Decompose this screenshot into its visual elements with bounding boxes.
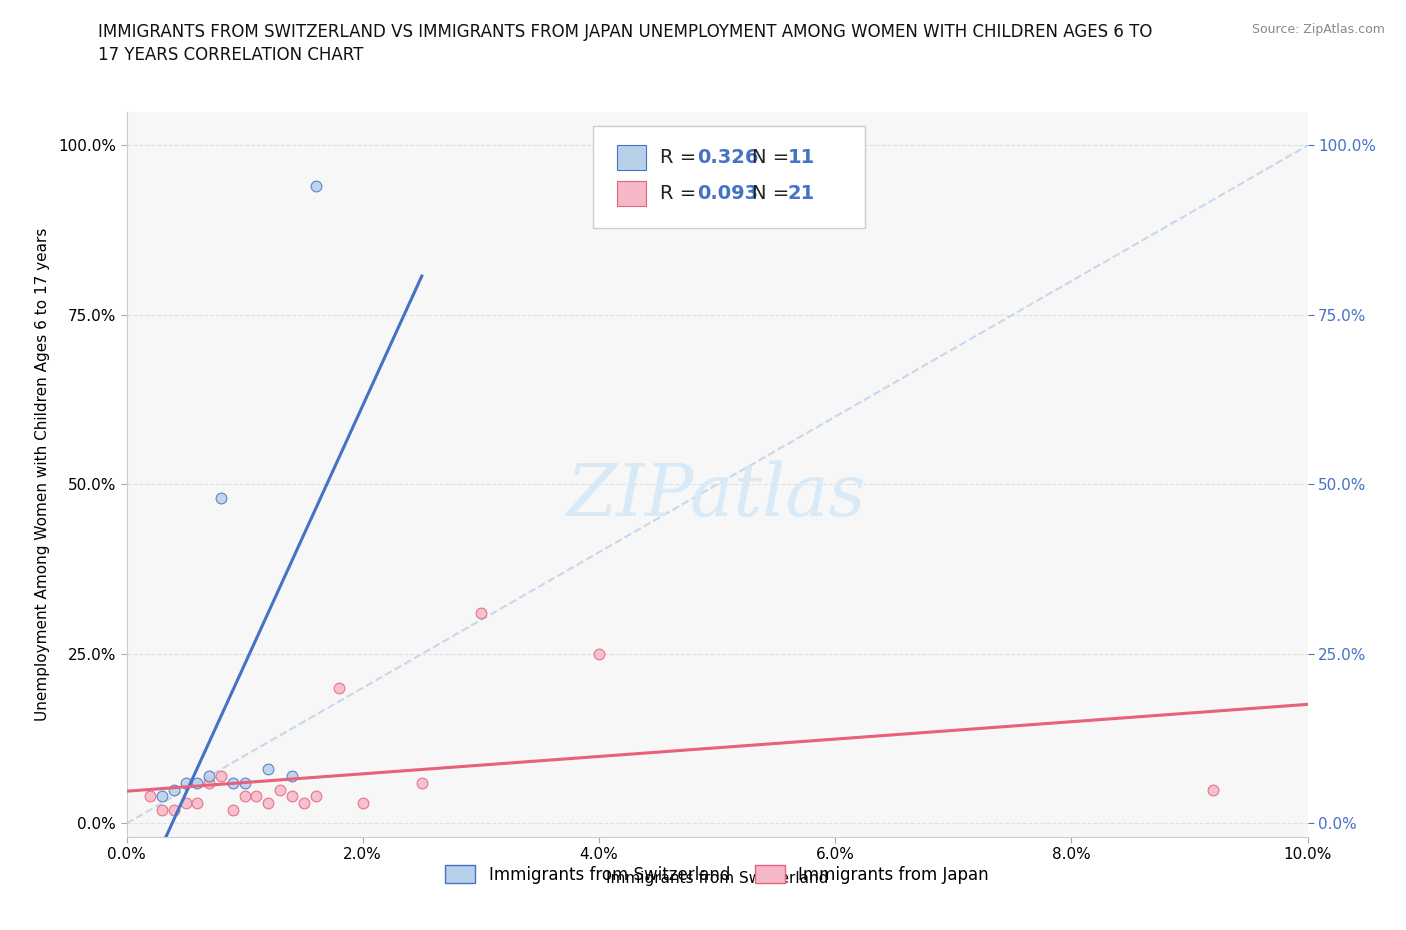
Y-axis label: Unemployment Among Women with Children Ages 6 to 17 years: Unemployment Among Women with Children A… — [35, 228, 49, 721]
X-axis label: Immigrants from Switzerland: Immigrants from Switzerland — [606, 870, 828, 885]
Point — [222, 803, 245, 817]
Text: 11: 11 — [787, 148, 815, 166]
Text: R =: R = — [661, 184, 703, 203]
Point — [352, 796, 374, 811]
Point — [186, 776, 208, 790]
Text: ZIPatlas: ZIPatlas — [567, 460, 868, 531]
Point — [470, 605, 492, 620]
Text: IMMIGRANTS FROM SWITZERLAND VS IMMIGRANTS FROM JAPAN UNEMPLOYMENT AMONG WOMEN WI: IMMIGRANTS FROM SWITZERLAND VS IMMIGRANT… — [98, 23, 1153, 41]
Point — [233, 789, 256, 804]
Point — [198, 776, 221, 790]
Point — [281, 789, 304, 804]
Point — [257, 796, 280, 811]
Point — [163, 803, 186, 817]
Text: 0.326: 0.326 — [697, 148, 758, 166]
Point — [163, 782, 186, 797]
Point — [209, 491, 232, 506]
Text: Source: ZipAtlas.com: Source: ZipAtlas.com — [1251, 23, 1385, 36]
Point — [257, 762, 280, 777]
Point — [328, 681, 350, 696]
Point — [139, 789, 162, 804]
Point — [150, 789, 173, 804]
Point — [174, 796, 197, 811]
Text: N =: N = — [752, 148, 796, 166]
Text: R =: R = — [661, 148, 703, 166]
Point — [304, 789, 326, 804]
Bar — [617, 180, 647, 206]
Text: 21: 21 — [787, 184, 815, 203]
Point — [198, 768, 221, 783]
Text: 17 YEARS CORRELATION CHART: 17 YEARS CORRELATION CHART — [98, 46, 364, 64]
Point — [233, 776, 256, 790]
Text: 0.093: 0.093 — [697, 184, 758, 203]
FancyBboxPatch shape — [593, 126, 865, 228]
Point — [245, 789, 267, 804]
Point — [281, 768, 304, 783]
Point — [411, 776, 433, 790]
Point — [304, 179, 326, 193]
Bar — [617, 144, 647, 170]
Point — [150, 803, 173, 817]
Point — [222, 776, 245, 790]
Point — [588, 646, 610, 661]
Point — [174, 776, 197, 790]
Legend: Immigrants from Switzerland, Immigrants from Japan: Immigrants from Switzerland, Immigrants … — [439, 858, 995, 890]
Point — [269, 782, 291, 797]
Point — [186, 796, 208, 811]
Point — [292, 796, 315, 811]
Point — [209, 768, 232, 783]
Point — [1202, 782, 1225, 797]
Text: N =: N = — [752, 184, 796, 203]
